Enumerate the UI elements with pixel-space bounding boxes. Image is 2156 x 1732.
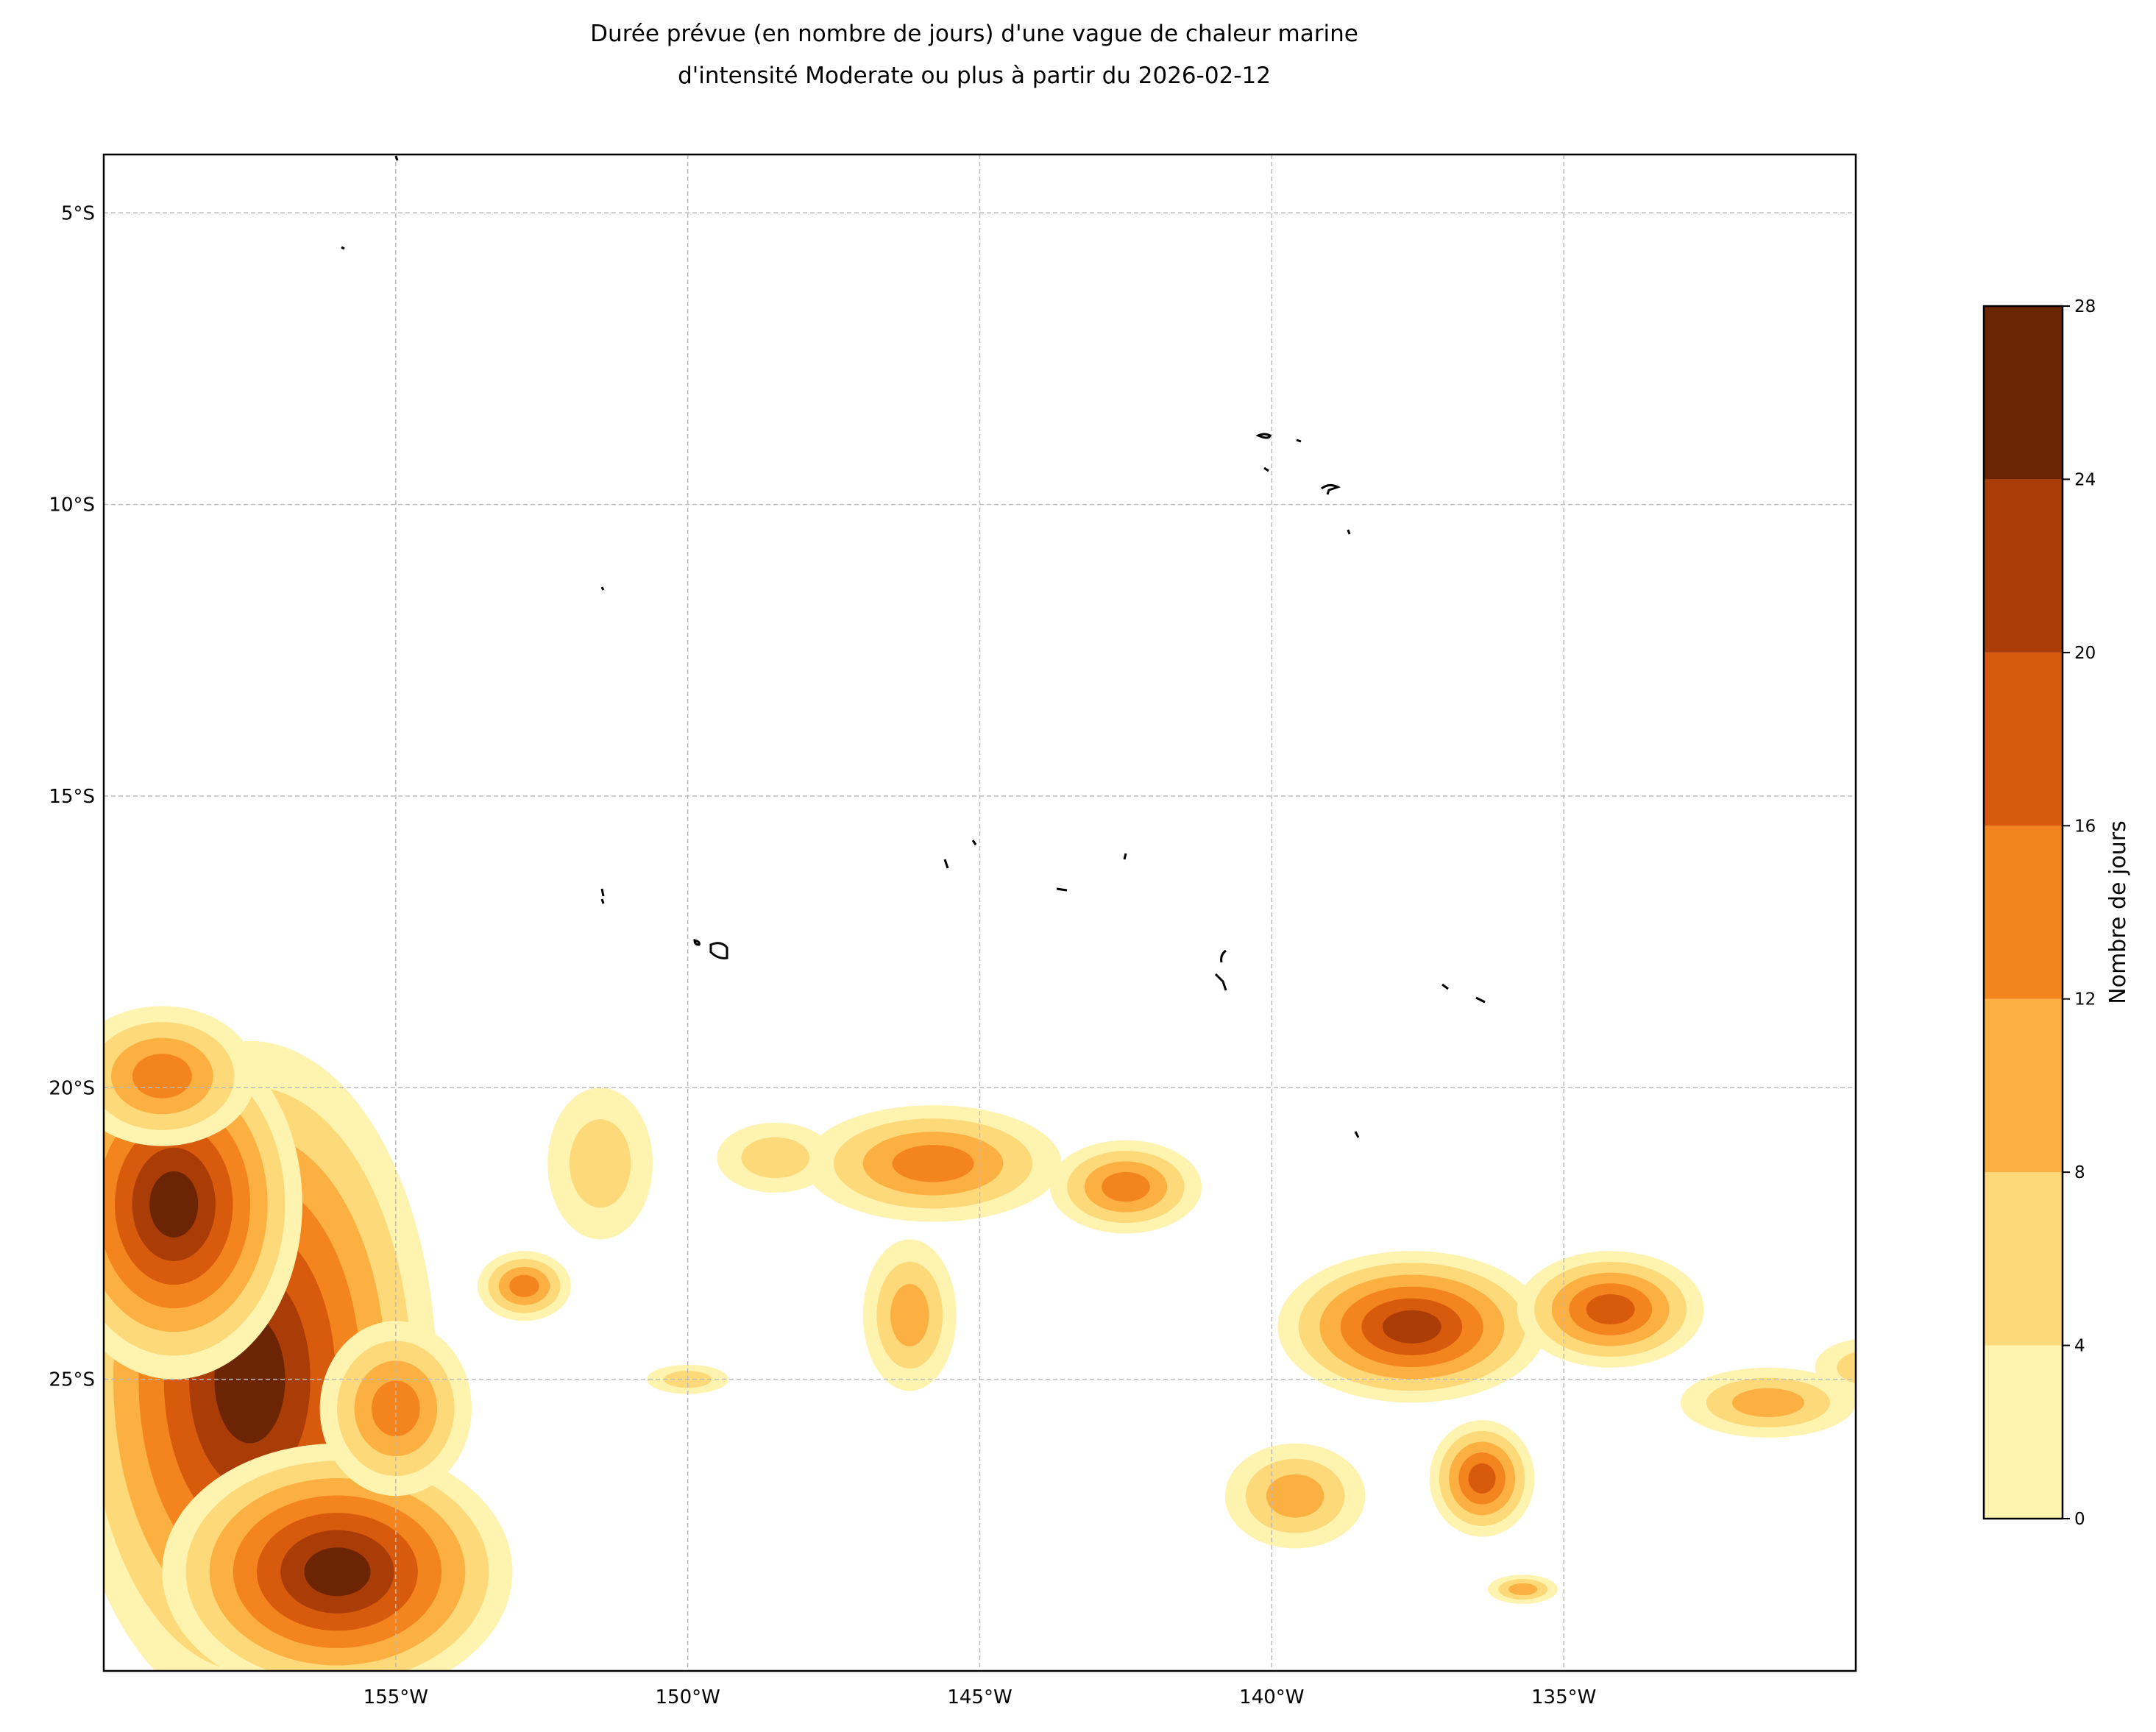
colorbar-tick-label: 16 <box>2074 817 2096 836</box>
axes-frame <box>102 153 1857 1672</box>
x-tick-label: 155°W <box>364 1686 428 1708</box>
x-tick-label: 140°W <box>1239 1686 1304 1708</box>
colorbar-band <box>1984 1345 2063 1519</box>
contour-band <box>509 1274 539 1297</box>
x-tick-label: 145°W <box>947 1686 1012 1708</box>
colorbar-band <box>1984 1172 2063 1346</box>
colorbar-tick-label: 20 <box>2074 644 2096 663</box>
contour-band <box>1382 1310 1442 1344</box>
colorbar-band <box>1984 479 2063 653</box>
colorbar-label: Nombre de jours <box>2105 820 2131 1004</box>
contour-band <box>569 1119 631 1208</box>
colorbar-band <box>1984 306 2063 480</box>
contour-band <box>1102 1171 1150 1202</box>
contour-band <box>1731 1388 1804 1417</box>
contour-band <box>1468 1463 1496 1494</box>
colorbar-tick-label: 28 <box>2074 297 2096 316</box>
chart-title: d'intensité Moderate ou plus à partir du… <box>678 63 1271 89</box>
contour-band <box>890 1284 929 1346</box>
contour-band <box>132 1054 192 1099</box>
y-tick-label: 15°S <box>49 786 95 808</box>
y-tick-label: 5°S <box>61 202 95 224</box>
colorbar-tick-label: 4 <box>2074 1337 2085 1356</box>
grid <box>104 155 1856 1671</box>
y-tick-label: 10°S <box>49 494 95 517</box>
field <box>104 1006 1856 1671</box>
colorbar-band <box>1984 998 2063 1173</box>
colorbar-tick-label: 24 <box>2074 470 2096 489</box>
contour-band <box>1815 1339 1856 1396</box>
contour-band <box>304 1547 371 1597</box>
contour-band <box>892 1145 974 1182</box>
chart-title: Durée prévue (en nombre de jours) d'une … <box>590 21 1358 47</box>
y-tick-label: 25°S <box>49 1369 95 1391</box>
contour-band <box>1837 1352 1856 1384</box>
contour-band <box>149 1171 199 1238</box>
x-tick-label: 135°W <box>1531 1686 1596 1708</box>
y-tick-label: 20°S <box>49 1077 95 1099</box>
contour-band <box>1508 1583 1538 1596</box>
colorbar-tick-label: 0 <box>2074 1510 2085 1529</box>
colorbar-tick-label: 12 <box>2074 990 2096 1009</box>
coastlines <box>341 155 1486 1138</box>
colorbar-band <box>1984 652 2063 826</box>
contour-band <box>1266 1474 1325 1518</box>
colorbar: 0 4 8 12 16 20 24 28 <box>1982 297 2096 1529</box>
colorbar-frame <box>1982 305 2064 1520</box>
contour-band <box>1586 1293 1635 1325</box>
contour-band <box>741 1137 810 1179</box>
colorbar-tick-label: 8 <box>2074 1163 2085 1182</box>
colorbar-band <box>1984 826 2063 999</box>
x-tick-label: 150°W <box>655 1686 720 1708</box>
